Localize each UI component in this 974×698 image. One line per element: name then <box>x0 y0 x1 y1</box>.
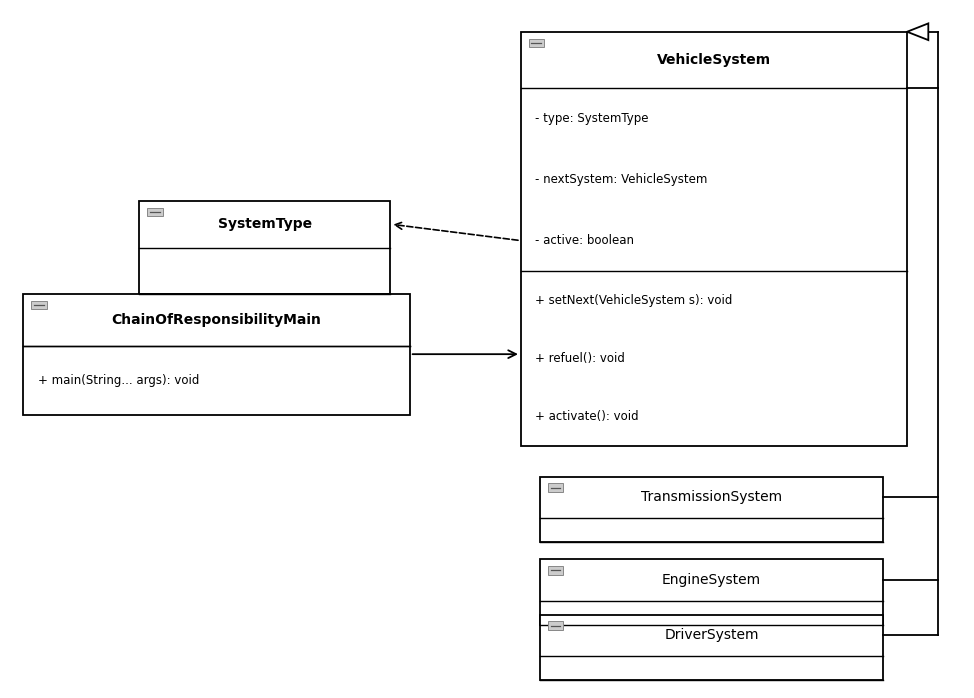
Polygon shape <box>907 24 928 40</box>
Bar <box>547 566 563 574</box>
Text: + activate(): void: + activate(): void <box>536 410 639 423</box>
Text: - type: SystemType: - type: SystemType <box>536 112 649 125</box>
Text: + setNext(VehicleSystem s): void: + setNext(VehicleSystem s): void <box>536 294 732 306</box>
Bar <box>139 201 391 294</box>
Text: SystemType: SystemType <box>218 217 312 231</box>
Text: ChainOfResponsibilityMain: ChainOfResponsibilityMain <box>112 313 321 327</box>
Bar <box>541 477 882 542</box>
Text: TransmissionSystem: TransmissionSystem <box>641 490 782 504</box>
Text: - nextSystem: VehicleSystem: - nextSystem: VehicleSystem <box>536 173 708 186</box>
Text: + refuel(): void: + refuel(): void <box>536 352 625 365</box>
Text: EngineSystem: EngineSystem <box>662 573 761 587</box>
Bar <box>147 207 163 216</box>
Text: VehicleSystem: VehicleSystem <box>656 53 771 67</box>
Bar <box>521 31 907 445</box>
Bar <box>547 621 563 630</box>
Bar <box>31 301 47 309</box>
Text: + main(String... args): void: + main(String... args): void <box>38 373 200 387</box>
Bar <box>23 294 410 415</box>
Bar <box>541 559 882 625</box>
Text: DriverSystem: DriverSystem <box>664 628 759 642</box>
Bar <box>547 484 563 492</box>
Bar <box>529 38 543 47</box>
Bar <box>541 614 882 680</box>
Text: - active: boolean: - active: boolean <box>536 234 634 247</box>
